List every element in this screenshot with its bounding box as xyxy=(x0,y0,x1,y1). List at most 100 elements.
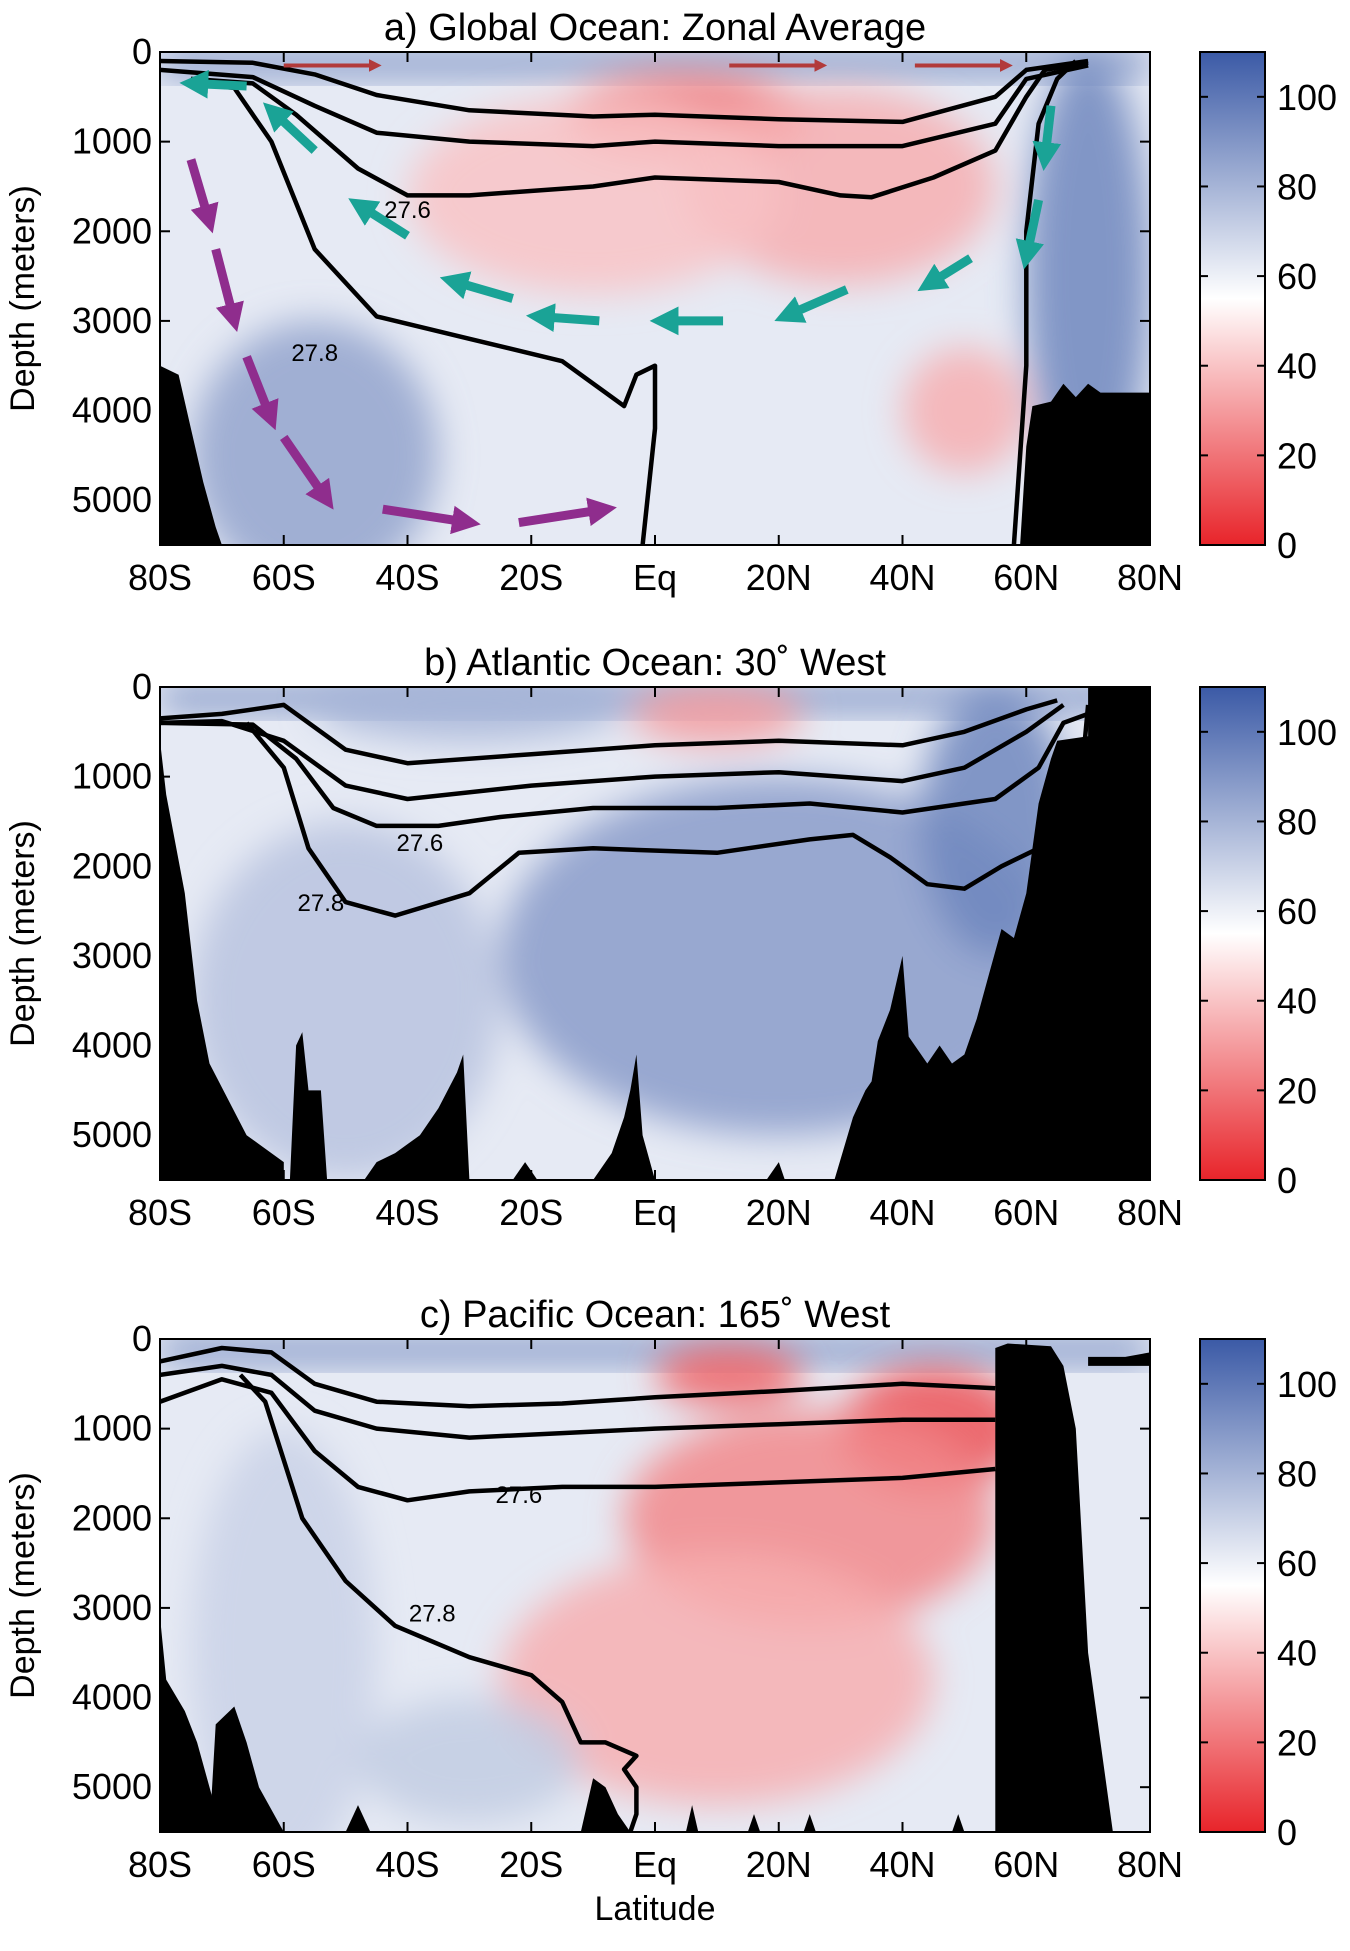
x-tick-label: 60N xyxy=(993,1844,1059,1885)
seafloor-land xyxy=(160,365,222,545)
contour-label: 27.6 xyxy=(384,197,431,224)
contour-label: 27.6 xyxy=(397,830,444,857)
colorbar: 0 20 40 60 80 100 xyxy=(1199,1338,1337,1853)
bottom-flow-arrow xyxy=(518,497,617,528)
field-blob xyxy=(190,821,501,1180)
x-tick-label: 60N xyxy=(993,557,1059,598)
bottom-flow-arrow xyxy=(211,248,244,333)
x-tick-label: 20S xyxy=(499,1844,563,1885)
deep-flow-arrow xyxy=(439,271,514,303)
plot-area: 27.6 27.8 xyxy=(160,687,1150,1180)
isopycnal-contour xyxy=(160,63,1089,149)
y-tick-label: 2000 xyxy=(72,1497,152,1538)
seafloor-land xyxy=(803,1814,816,1832)
y-tick-label: 2000 xyxy=(72,845,152,886)
x-axis-label: Latitude xyxy=(595,1890,716,1928)
colorbar-tick-label: 100 xyxy=(1277,1364,1337,1405)
contour-label: 27.6 xyxy=(496,1482,543,1509)
seafloor-land xyxy=(834,687,1150,1180)
colorbar-tick-label: 60 xyxy=(1277,256,1317,297)
bottom-flow-arrow xyxy=(382,504,481,535)
deep-flow-arrow xyxy=(1032,105,1062,172)
x-tick-label: 80N xyxy=(1117,1844,1183,1885)
y-tick-label: 5000 xyxy=(72,1114,152,1155)
x-tick-label: 40N xyxy=(869,557,935,598)
field-blob xyxy=(407,96,779,295)
colorbar-tick-label: 0 xyxy=(1277,1160,1297,1201)
y-tick-label: 1000 xyxy=(72,756,152,797)
plot-area: 27.6 27.8 xyxy=(160,52,1150,545)
isopycnal-contour xyxy=(190,60,1089,200)
isopycnal-contour xyxy=(160,1345,996,1409)
colorbar: 0 20 40 60 80 100 xyxy=(1199,686,1337,1201)
field-blob xyxy=(314,687,625,741)
y-tick-label: 1000 xyxy=(72,1408,152,1449)
x-tick-label: 80N xyxy=(1117,1192,1183,1233)
colorbar-tick-label: 40 xyxy=(1277,981,1317,1022)
deep-flow-arrow xyxy=(917,254,973,292)
x-tick-label: 40S xyxy=(375,1192,439,1233)
x-tick-label: 60S xyxy=(252,1192,316,1233)
y-tick-label: 3000 xyxy=(72,300,152,341)
y-tick-label: 0 xyxy=(132,666,152,707)
isopycnal-contour xyxy=(238,1373,639,1832)
y-axis-label: Depth (meters) xyxy=(4,820,42,1047)
x-tick-label: 80S xyxy=(128,557,192,598)
colorbar-tick-label: 20 xyxy=(1277,435,1317,476)
isopycnal-contour xyxy=(160,711,1089,829)
x-tick-label: 60S xyxy=(252,557,316,598)
bottom-flow-arrow xyxy=(186,158,219,234)
field-blob xyxy=(630,687,804,746)
x-tick-label: 20S xyxy=(499,557,563,598)
colorbar-scale xyxy=(1199,686,1266,1181)
isopycnal-contour xyxy=(190,81,658,545)
field-blob xyxy=(902,347,1027,474)
y-axis-label: Depth (meters) xyxy=(4,185,42,412)
panel-b: 27.627.8b) Atlantic Ocean: 30˚ West01000… xyxy=(4,642,1337,1233)
y-tick-label: 2000 xyxy=(72,210,152,251)
x-tick-label: 40N xyxy=(869,1844,935,1885)
colorbar-tick-label: 100 xyxy=(1277,712,1337,753)
colorbar-tick-label: 20 xyxy=(1277,1722,1317,1763)
deep-flow-arrow xyxy=(348,198,410,240)
x-tick-label: Eq xyxy=(633,1844,677,1885)
bottom-flow-arrow xyxy=(280,434,334,510)
contour-label: 27.8 xyxy=(409,1600,456,1627)
x-tick-label: 40S xyxy=(375,1844,439,1885)
seafloor-land xyxy=(160,1616,222,1832)
y-tick-label: 4000 xyxy=(72,1677,152,1718)
y-tick-label: 3000 xyxy=(72,935,152,976)
y-tick-label: 1000 xyxy=(72,121,152,162)
panel-title: a) Global Ocean: Zonal Average xyxy=(384,7,926,49)
seafloor-land xyxy=(209,1706,284,1832)
x-tick-label: 60N xyxy=(993,1192,1059,1233)
x-tick-label: 20N xyxy=(746,557,812,598)
x-tick-label: 40N xyxy=(869,1192,935,1233)
y-tick-label: 5000 xyxy=(72,1766,152,1807)
field-blobs xyxy=(190,1343,1027,1832)
deep-flow-arrow xyxy=(179,69,247,99)
panel-title: c) Pacific Ocean: 165˚ West xyxy=(420,1294,891,1336)
x-tick-label: 20N xyxy=(746,1844,812,1885)
seafloor-land xyxy=(593,1054,655,1180)
isopycnal-contour xyxy=(160,703,1065,802)
y-tick-label: 4000 xyxy=(72,1025,152,1066)
seafloor-land xyxy=(747,1814,761,1832)
contour-label: 27.8 xyxy=(291,340,338,367)
field-blobs xyxy=(190,687,1070,1180)
x-tick-label: 80N xyxy=(1117,557,1183,598)
seafloor-land xyxy=(160,740,284,1180)
x-tick-label: 60S xyxy=(252,1844,316,1885)
isopycnal-contour xyxy=(160,1377,996,1503)
x-tick-label: 40S xyxy=(375,557,439,598)
y-tick-label: 0 xyxy=(132,1318,152,1359)
seafloor-land xyxy=(685,1805,699,1832)
colorbar: 0 20 40 60 80 100 xyxy=(1199,51,1337,566)
plot-area: 27.6 27.8 xyxy=(160,1339,1150,1832)
x-tick-label: 80S xyxy=(128,1844,192,1885)
colorbar-tick-label: 80 xyxy=(1277,1453,1317,1494)
colorbar-tick-label: 60 xyxy=(1277,891,1317,932)
deep-flow-arrow xyxy=(774,285,849,323)
seafloor-land xyxy=(952,1814,965,1832)
colorbar-tick-label: 0 xyxy=(1277,525,1297,566)
